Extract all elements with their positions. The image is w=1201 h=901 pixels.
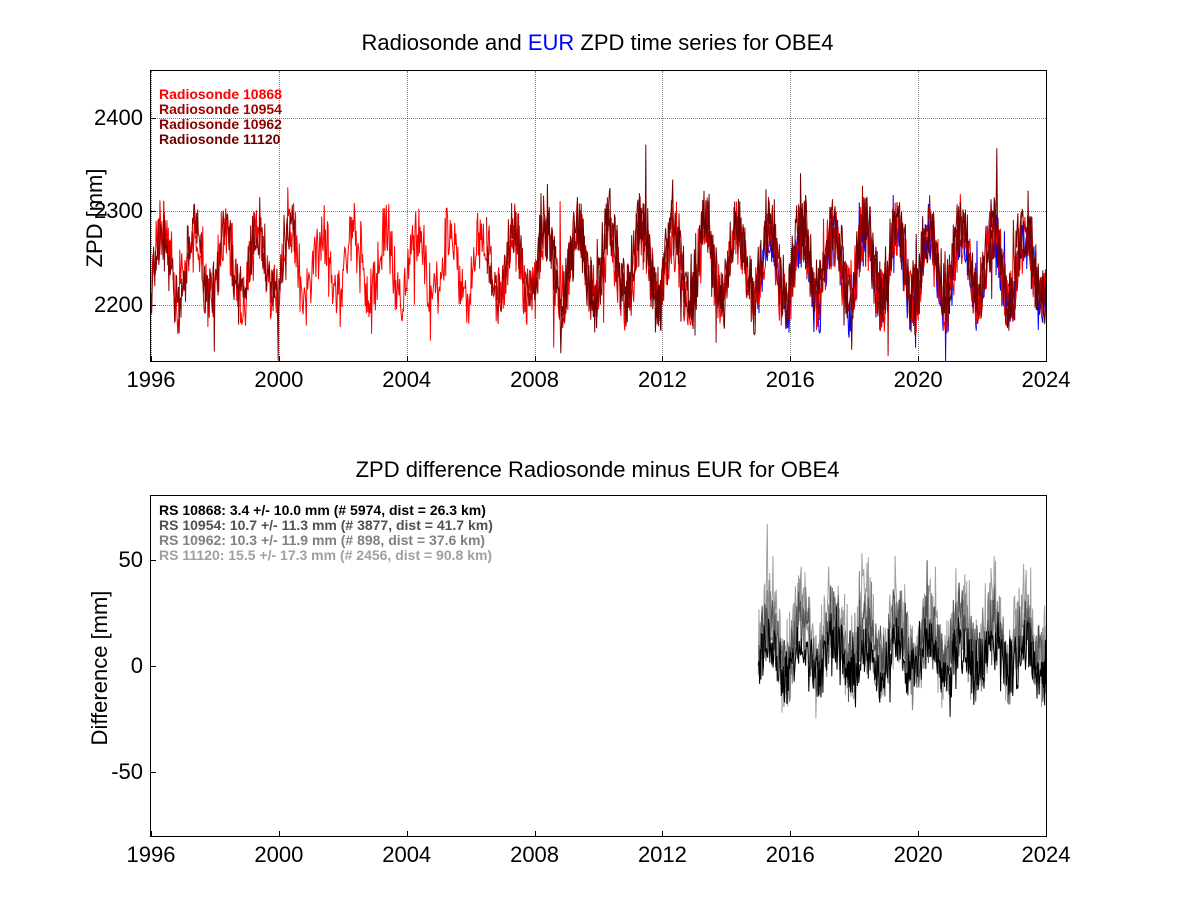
bottom-chart-title: ZPD difference Radiosonde minus EUR for … — [150, 457, 1045, 483]
ytick-label: -50 — [111, 759, 151, 785]
xtick-label: 2024 — [1022, 836, 1071, 868]
bottom-plot-area: -5005019962000200420082012201620202024RS… — [150, 495, 1047, 837]
legend-item: RS 10868: 3.4 +/- 10.0 mm (# 5974, dist … — [159, 502, 486, 518]
xtick-label: 2008 — [510, 836, 559, 868]
ytick-label: 50 — [119, 547, 151, 573]
xtick-label: 2012 — [638, 836, 687, 868]
ytick-label: 0 — [131, 653, 151, 679]
bottom-chart: ZPD difference Radiosonde minus EUR for … — [0, 0, 1201, 901]
xtick-label: 2000 — [254, 836, 303, 868]
legend-item: RS 10954: 10.7 +/- 11.3 mm (# 3877, dist… — [159, 517, 493, 533]
xtick-label: 2020 — [894, 836, 943, 868]
xtick-label: 1996 — [127, 836, 176, 868]
bottom-ylabel: Difference [mm] — [87, 578, 113, 758]
xtick-label: 2004 — [382, 836, 431, 868]
xtick-label: 2016 — [766, 836, 815, 868]
legend-item: RS 11120: 15.5 +/- 17.3 mm (# 2456, dist… — [159, 547, 492, 563]
legend-item: RS 10962: 10.3 +/- 11.9 mm (# 898, dist … — [159, 532, 485, 548]
